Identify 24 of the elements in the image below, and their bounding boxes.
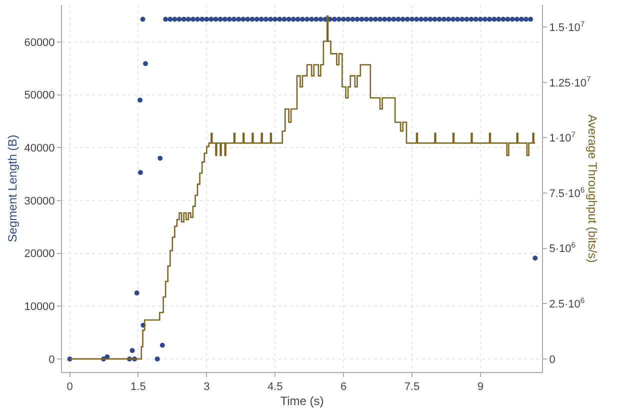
y-tick-label: 40000 bbox=[24, 142, 55, 155]
y2-tick-label: 0 bbox=[549, 354, 556, 366]
x-tick-label: 9 bbox=[477, 381, 484, 394]
x-tick-label: 7.5 bbox=[404, 381, 420, 394]
y2-axis-title: Average Throughput (bits/s) bbox=[586, 114, 600, 263]
y2-tick-label: 1·10$^{7}$ bbox=[549, 130, 576, 145]
y2-tick-label: 2.5·10$^{6}$ bbox=[549, 296, 585, 310]
y-tick-label: 50000 bbox=[24, 90, 55, 102]
y-tick-label: 10000 bbox=[24, 301, 55, 314]
y2-tick-label: 1.25·10$^{7}$ bbox=[549, 74, 591, 90]
x-tick-label: 6 bbox=[340, 381, 347, 394]
y-tick-label: 20000 bbox=[24, 248, 55, 260]
y-tick-label: 60000 bbox=[24, 36, 55, 49]
y2-tick-label: 7.5·10$^{6}$ bbox=[549, 185, 585, 200]
x-tick-label: 1.5 bbox=[130, 381, 146, 394]
x-axis-title: Time (s) bbox=[280, 394, 324, 408]
y2-tick-label: 1.5·10$^{7}$ bbox=[549, 19, 585, 34]
x-tick-label: 3 bbox=[204, 381, 210, 394]
x-tick-label: 0 bbox=[66, 381, 73, 394]
x-tick-label: 4.5 bbox=[267, 381, 283, 394]
y2-tick-label: 5·10$^{6}$ bbox=[549, 240, 576, 256]
y-tick-label: 0 bbox=[48, 354, 55, 366]
y-axis-title: Segment Length (B) bbox=[6, 134, 20, 242]
y-tick-label: 30000 bbox=[24, 195, 55, 208]
